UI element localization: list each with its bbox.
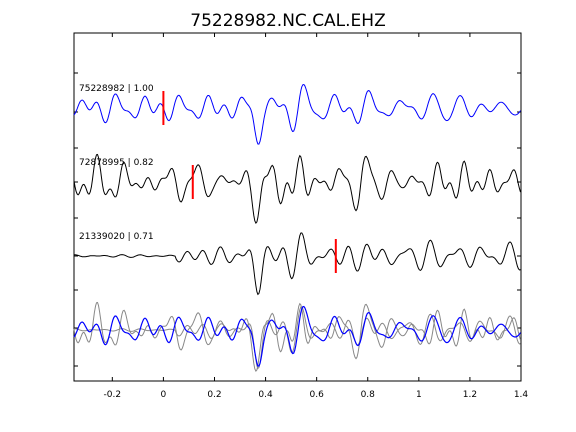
x-axis: -0.2 0 0.2 0.4 0.6 0.8 1 1.2 1.4 — [104, 33, 529, 400]
trace-line — [73, 232, 521, 296]
overlay-reference-line — [73, 305, 521, 367]
chart-title: 75228982.NC.CAL.EHZ — [190, 11, 385, 31]
x-tick-label: 0.2 — [207, 390, 221, 400]
trace-label: 75228982 | 1.00 — [79, 84, 154, 94]
overlay-traces — [73, 301, 521, 373]
y-ticks — [74, 72, 521, 367]
overlay-trace-line — [73, 306, 521, 370]
x-tick-label: 0.4 — [258, 390, 273, 400]
x-tick-label: 1.2 — [463, 390, 477, 400]
trace-label: 72878995 | 0.82 — [79, 158, 154, 168]
x-tick-label: -0.2 — [104, 390, 122, 400]
x-tick-label: 0.6 — [309, 390, 324, 400]
traces — [73, 83, 521, 296]
trace-label: 21339020 | 0.71 — [79, 232, 154, 242]
x-tick-label: 1.4 — [514, 390, 529, 400]
trace-line — [73, 83, 521, 145]
x-tick-label: 0 — [161, 390, 167, 400]
trace-labels: 75228982 | 1.00 72878995 | 0.82 21339020 |… — [79, 84, 154, 242]
x-tick-label: 1 — [416, 390, 422, 400]
plot-frame — [73, 32, 522, 382]
pick-markers — [162, 91, 337, 273]
trace-line — [73, 153, 521, 225]
x-tick-label: 0.8 — [361, 390, 376, 400]
